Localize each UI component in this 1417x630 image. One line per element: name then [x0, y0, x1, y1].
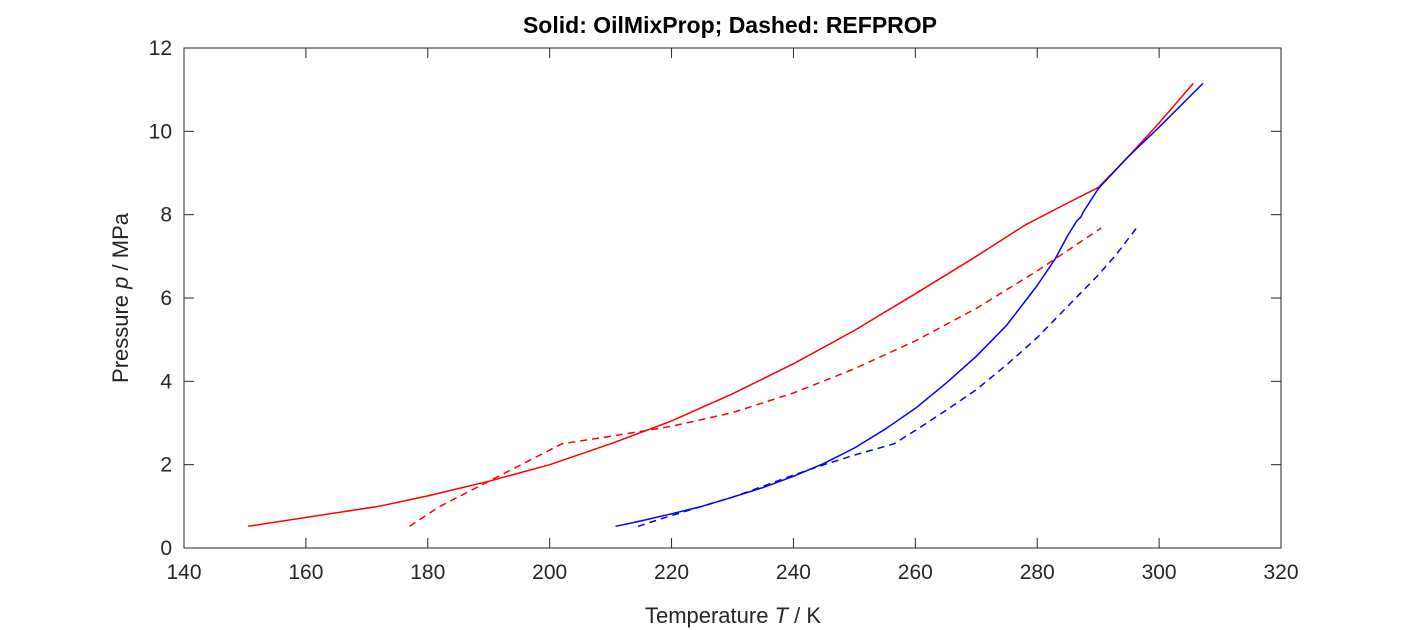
- x-tick-label: 240: [776, 561, 811, 584]
- x-tick-label: 300: [1142, 561, 1177, 584]
- series-line-3: [615, 82, 1204, 528]
- x-tick-label: 200: [532, 561, 567, 584]
- y-tick-label: 12: [149, 37, 172, 60]
- axes: 140 160 180 200 220 240 260 280 300 320 0 2 4 6 8 10 12: [149, 37, 1299, 584]
- x-tick-label: 140: [166, 561, 201, 584]
- x-tick-label: 160: [288, 561, 323, 584]
- x-tick-label: 280: [1020, 561, 1055, 584]
- x-axis-label-unit: / K: [788, 603, 821, 628]
- y-tick-label: 6: [160, 287, 172, 310]
- y-tick-label: 4: [160, 370, 172, 393]
- y-tick-label: 10: [149, 120, 172, 143]
- y-axis-label-unit: / MPa: [108, 212, 133, 276]
- x-tick-label: 180: [410, 561, 445, 584]
- series-line-1: [247, 82, 1194, 528]
- x-tick-label: 220: [654, 561, 689, 584]
- y-tick-label: 8: [160, 204, 172, 227]
- x-tick-label: 320: [1263, 561, 1298, 584]
- plot-area: [247, 82, 1204, 528]
- series-line-4: [637, 225, 1139, 528]
- x-axis-label-variable: T: [775, 603, 790, 628]
- y-axis-label: Pressure p / MPa: [108, 212, 133, 383]
- y-tick-label: 0: [160, 537, 172, 560]
- axes-frame: [183, 47, 1282, 549]
- x-axis-label: Temperature T / K: [645, 603, 821, 628]
- y-tick-label: 2: [160, 454, 172, 477]
- y-axis-label-variable: p: [108, 277, 133, 290]
- y-axis-label-text: Pressure: [108, 289, 133, 383]
- x-tick-label: 260: [898, 561, 933, 584]
- x-axis-label-text: Temperature: [645, 603, 775, 628]
- chart-title: Solid: OilMixProp; Dashed: REFPROP: [523, 12, 937, 38]
- series-line-2: [409, 227, 1102, 527]
